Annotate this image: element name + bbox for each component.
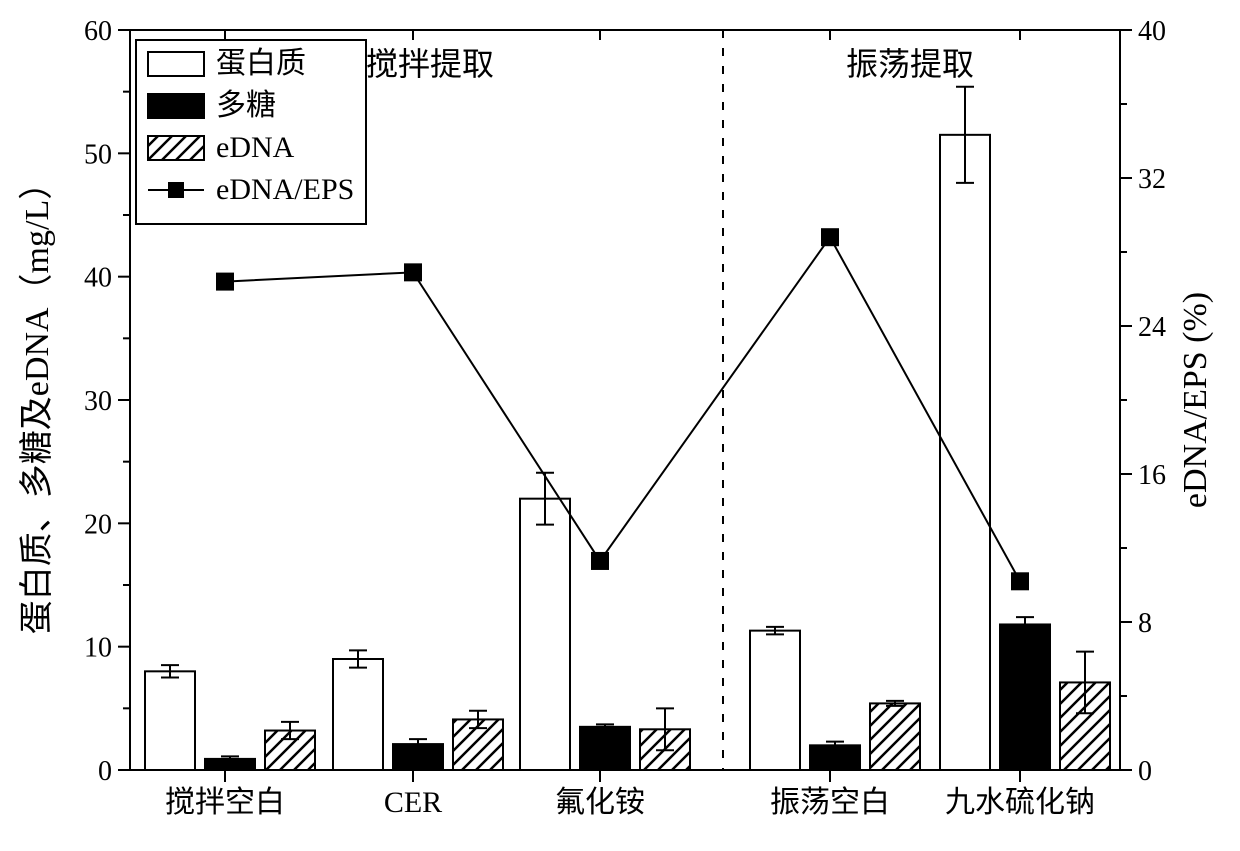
category-label: 氟化铵 <box>555 786 645 819</box>
category-label: 九水硫化钠 <box>945 786 1095 819</box>
bar-polysaccharide <box>1000 624 1050 770</box>
left-tick-label: 30 <box>84 386 112 417</box>
category-label: CER <box>384 786 442 819</box>
left-tick-label: 10 <box>84 633 112 664</box>
right-tick-label: 16 <box>1138 460 1166 491</box>
legend-swatch <box>148 136 204 160</box>
left-tick-label: 60 <box>84 16 112 47</box>
section-label: 振荡提取 <box>846 46 974 82</box>
left-tick-label: 0 <box>98 756 112 787</box>
right-tick-label: 32 <box>1138 164 1166 195</box>
bar-protein <box>750 631 800 770</box>
right-axis-title: eDNA/EPS (%) <box>1177 292 1214 508</box>
left-tick-label: 20 <box>84 509 112 540</box>
legend-label: eDNA/EPS <box>216 173 354 206</box>
right-y-axis: 0 8 16 24 32 40 <box>1120 16 1166 787</box>
ratio-marker <box>821 228 839 246</box>
legend-swatch <box>148 94 204 118</box>
legend: 蛋白质多糖 eDNA eDNA/EPS <box>136 40 366 224</box>
left-y-axis: 0 10 20 30 40 50 60 <box>84 16 130 787</box>
legend-swatch <box>148 52 204 76</box>
bar-polysaccharide <box>580 727 630 770</box>
bar-protein <box>520 499 570 770</box>
category-label: 搅拌空白 <box>165 786 285 819</box>
bar-protein <box>333 659 383 770</box>
legend-marker <box>168 182 184 198</box>
bar-protein <box>145 671 195 770</box>
left-axis-title: 蛋白质、多糖及eDNA（mg/L） <box>18 166 56 634</box>
left-tick-label: 40 <box>84 263 112 294</box>
ratio-marker <box>1011 572 1029 590</box>
ratio-series-line <box>225 237 1020 581</box>
right-tick-label: 40 <box>1138 16 1166 47</box>
legend-label: eDNA <box>216 131 295 164</box>
legend-label: 蛋白质 <box>216 47 306 80</box>
chart-container: 0 10 20 30 40 50 60 0 8 16 24 32 40 搅拌空白 CER 氟化铵 振荡空白 九… <box>0 0 1240 851</box>
right-tick-label: 24 <box>1138 312 1166 343</box>
ratio-marker <box>216 273 234 291</box>
section-labels: 搅拌提取 振荡提取 <box>366 46 974 82</box>
legend-label: 多糖 <box>216 89 276 122</box>
bar-protein <box>940 135 990 770</box>
section-label: 搅拌提取 <box>366 46 494 82</box>
ratio-marker <box>591 552 609 570</box>
ratio-line <box>216 228 1029 590</box>
ratio-marker <box>404 263 422 281</box>
chart-svg: 0 10 20 30 40 50 60 0 8 16 24 32 40 搅拌空白 CER 氟化铵 振荡空白 九… <box>0 0 1240 851</box>
right-tick-label: 0 <box>1138 756 1152 787</box>
left-tick-label: 50 <box>84 139 112 170</box>
right-tick-label: 8 <box>1138 608 1152 639</box>
bar-edna <box>870 703 920 770</box>
category-label: 振荡空白 <box>770 786 890 819</box>
